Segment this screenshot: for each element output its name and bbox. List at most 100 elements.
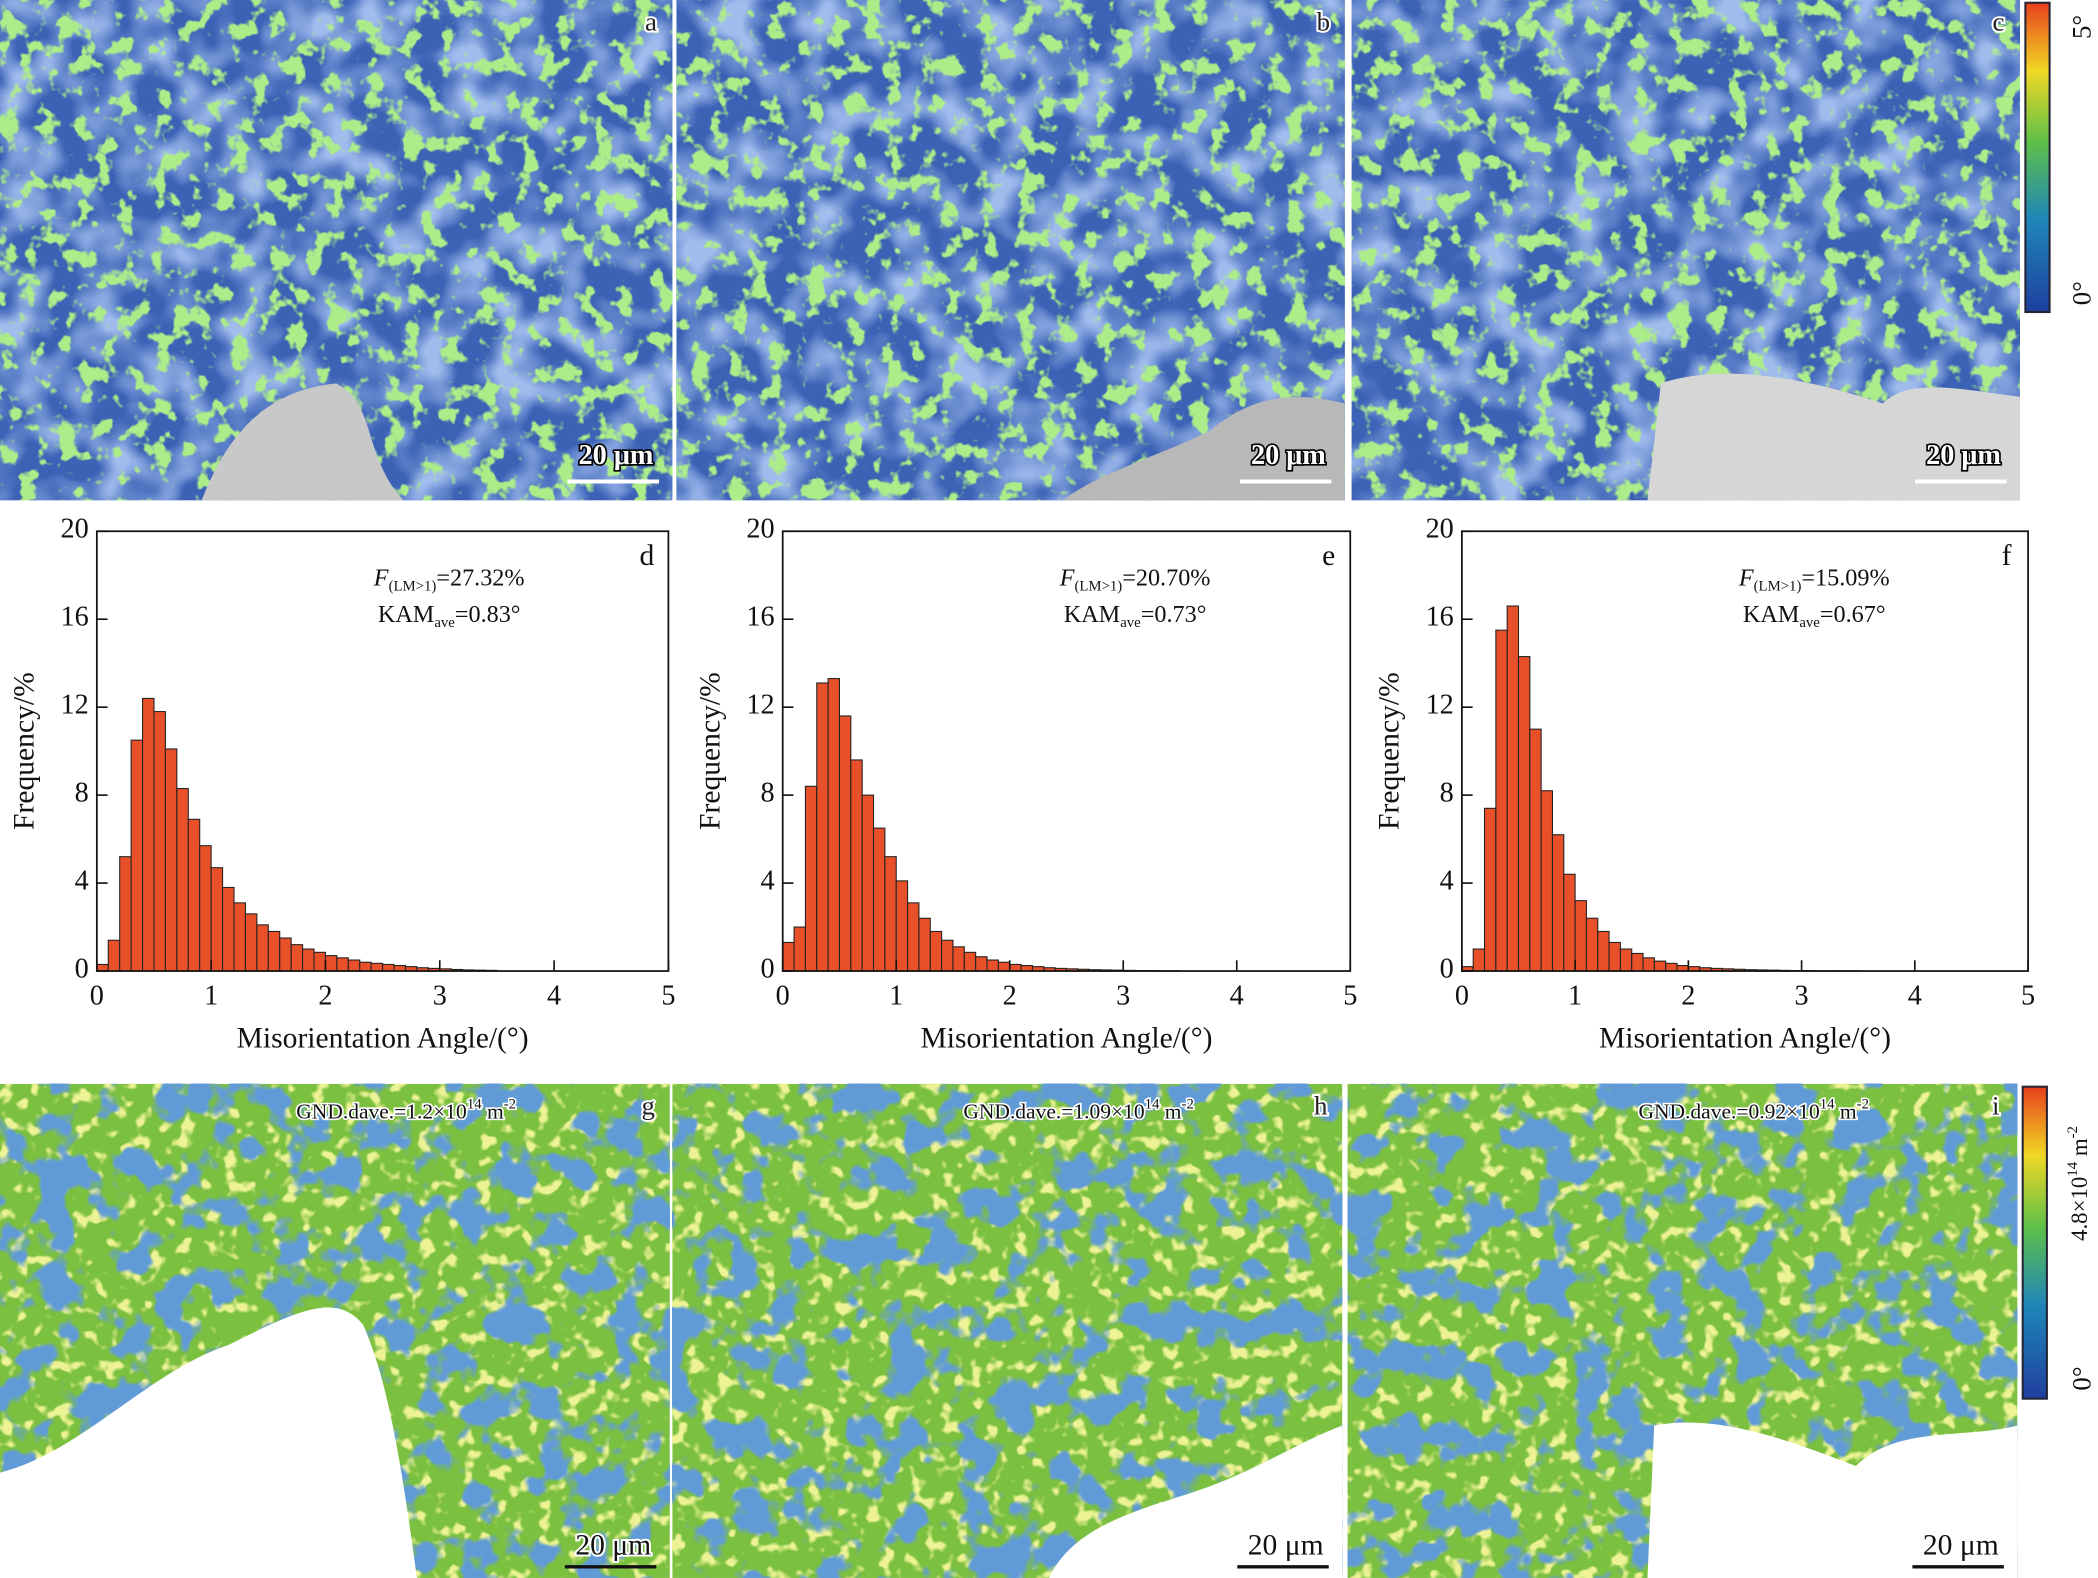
scale-bar-label: 20 μm [575,1530,651,1562]
bar [336,957,349,972]
y-tick-label: 12 [1426,690,1454,721]
bar [210,867,224,972]
bar [302,948,315,972]
x-tick-label: 0 [1455,980,1469,1011]
annotation-text: =0.83° [455,601,521,628]
gnd-unit-exponent: -2 [504,1097,516,1113]
y-tick-label: 16 [1426,602,1454,633]
x-tick-label: 2 [1681,980,1695,1011]
x-tick-label: 3 [1795,980,1809,1011]
plot-frame [95,530,670,972]
annotation-text: =20.70% [1122,564,1210,591]
panel-label: e [1322,540,1335,572]
gnd-value: GND.dave.=1.2×10 [296,1100,467,1124]
plot-frame [1461,530,2029,972]
bar [838,715,852,972]
bar [119,856,132,972]
void-region [1049,1425,1343,1578]
bar [1574,900,1587,972]
bar [827,678,841,972]
gnd-value: GND.dave.=1.09×10 [963,1100,1144,1124]
annotation: F(LM>1)=20.70% [1059,564,1211,595]
y-tick-label: 16 [61,602,89,633]
annotation-subscript: ave [1799,615,1820,631]
bar [176,787,189,972]
x-tick-label: 3 [1116,980,1130,1011]
bar [816,682,829,972]
bar [1551,834,1565,972]
bar [1009,963,1022,972]
particle-region [201,383,404,501]
annotation-subscript: ave [434,615,455,631]
gnd-unit: m [1159,1100,1181,1124]
bar [130,739,144,972]
bar [1585,917,1599,972]
x-tick-label: 0 [776,980,790,1011]
bar [290,944,304,972]
y-tick-label: 20 [746,514,774,545]
gnd-unit-exponent: -2 [1857,1097,1869,1113]
colorbar-min: 0° [2067,1366,2097,1390]
bar [952,946,965,972]
bar [279,937,292,972]
bar [941,939,954,972]
colorbar-max: 5° [2067,15,2097,39]
bar [1506,605,1520,972]
panel-label: f [2002,540,2012,572]
bar [1631,952,1644,972]
annotation-text: =0.67° [1820,601,1886,628]
annotation-symbol: KAM [378,601,434,628]
bar [907,902,920,972]
scale-bar-label: 20 μm [1926,440,2001,471]
x-axis-label: Misorientation Angle/(°) [920,1023,1212,1055]
bar [324,955,338,972]
bar [861,794,875,972]
colorbar-unit-exponent: -2 [2065,1126,2081,1138]
annotation: F(LM>1)=15.09% [1738,564,1890,595]
y-tick-label: 8 [1440,778,1454,809]
panel-label: d [639,540,654,572]
colorbar-min: 0° [2067,281,2097,305]
void-region [0,1307,417,1578]
bar [164,748,178,972]
bar [1597,930,1610,972]
gnd-unit: m [1835,1100,1857,1124]
gnd-exponent: 14 [467,1097,482,1113]
gnd-annotation: GND.dave.=0.92×1014 m-2 [1638,1097,1869,1124]
gnd-value: GND.dave.=0.92×10 [1638,1100,1819,1124]
x-tick-label: 4 [1908,980,1922,1011]
bar [963,951,977,972]
x-axis-label: Misorientation Angle/(°) [237,1023,529,1055]
bar [107,939,121,972]
bar [187,818,201,972]
bar [244,913,258,972]
annotation-text: =15.09% [1801,564,1889,591]
bar [1653,960,1667,972]
void-region [1647,1422,2018,1578]
y-axis-label: Frequency/% [1374,672,1406,830]
panel-label: a [645,6,657,36]
bar [1642,957,1655,972]
bar [1472,948,1486,972]
colorbar-max-value: 4.8×10 [2067,1177,2092,1241]
bar [1495,629,1508,972]
colorbar [2021,1085,2048,1400]
annotation-symbol: F [373,564,389,591]
scale-bar-label: 20 μm [1923,1530,1999,1562]
y-tick-label: 12 [746,690,774,721]
bar [895,880,909,972]
bar [1517,656,1531,972]
y-tick-label: 0 [761,954,775,985]
x-tick-label: 3 [433,980,447,1011]
colorbar-max: 4.8×1014 m-2 [2065,1126,2092,1241]
y-tick-label: 12 [61,690,89,721]
annotation: KAMave=0.73° [1064,601,1207,632]
panel-label: h [1314,1090,1328,1120]
gnd-unit: m [482,1100,504,1124]
x-tick-label: 0 [90,980,104,1011]
x-tick-label: 2 [318,980,332,1011]
bar [382,963,395,972]
annotation-subscript: ave [1120,615,1141,631]
bar [142,697,155,972]
